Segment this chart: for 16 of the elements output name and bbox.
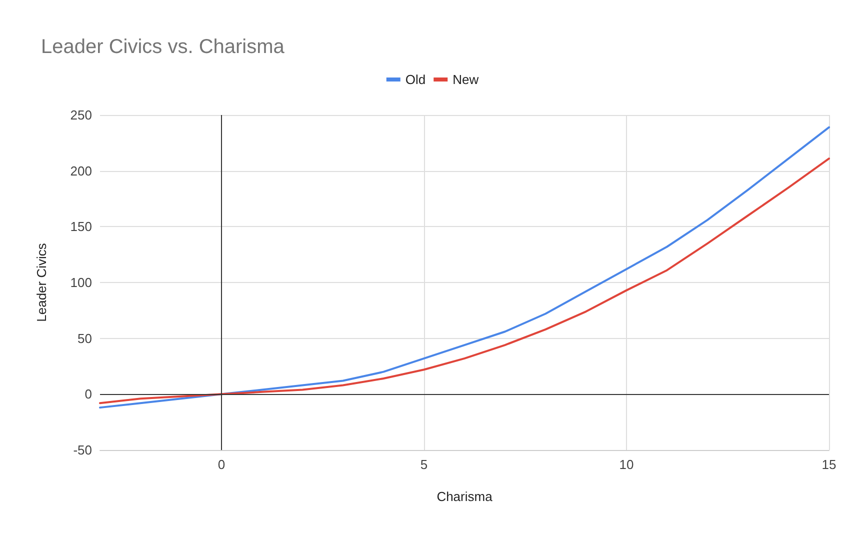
y-tick-label: 100	[70, 275, 92, 290]
y-tick-label: 50	[78, 330, 92, 346]
x-tick-label: 0	[218, 457, 226, 472]
y-tick-label: 250	[70, 108, 92, 122]
chart-title: Leader Civics vs. Charisma	[41, 36, 286, 58]
x-tick-label: 5	[420, 457, 428, 472]
y-axis-title: Leader Civics	[34, 242, 49, 322]
y-tick-label: 200	[70, 163, 92, 178]
x-axis-title: Charisma	[436, 489, 494, 504]
x-tick-label: 10	[619, 457, 634, 472]
x-tick-label: 15	[822, 457, 836, 472]
y-tick-label: 150	[70, 219, 92, 234]
legend-label: Old	[405, 72, 426, 87]
y-tick-label: -50	[73, 442, 92, 458]
y-tick-label: 0	[84, 386, 92, 402]
legend-label: New	[452, 72, 480, 87]
